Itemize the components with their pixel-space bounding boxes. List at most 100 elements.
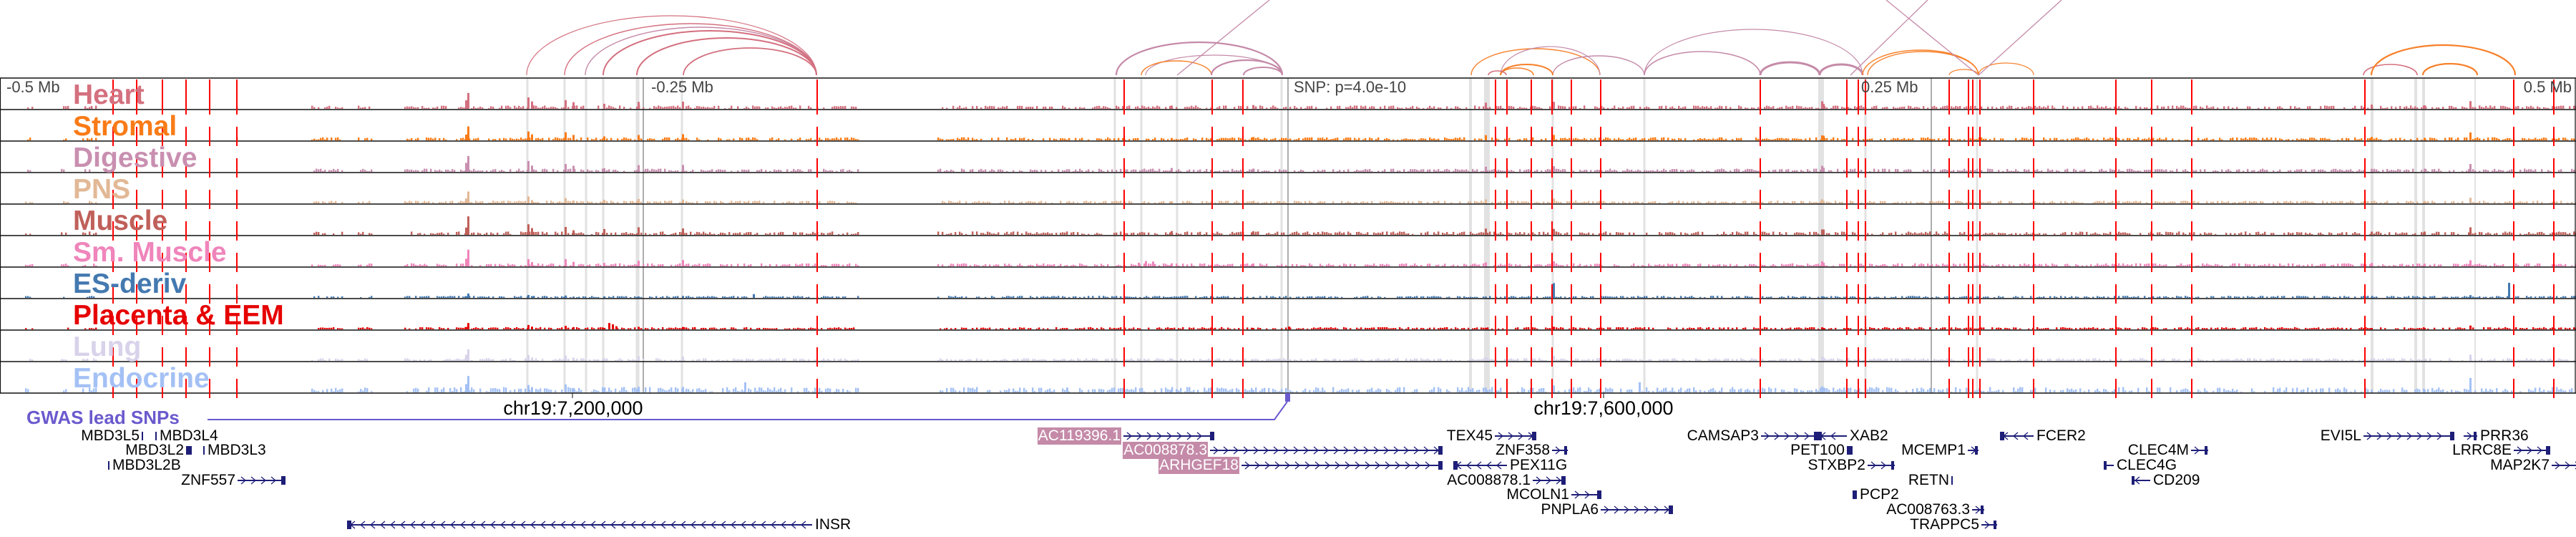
signal-bar bbox=[1869, 200, 1871, 203]
signal-bar bbox=[2509, 231, 2511, 235]
signal-bar bbox=[1895, 138, 1897, 140]
signal-bar bbox=[655, 201, 658, 203]
signal-bar bbox=[606, 107, 608, 109]
signal-bar bbox=[1438, 107, 1440, 109]
signal-bar bbox=[2090, 105, 2092, 109]
signal-bar bbox=[1139, 232, 1141, 235]
signal-bar bbox=[1751, 296, 1753, 298]
signal-bar bbox=[1545, 265, 1547, 266]
signal-bar bbox=[460, 327, 462, 329]
signal-bar bbox=[2361, 138, 2363, 140]
signal-bar bbox=[1047, 264, 1049, 266]
signal-bar bbox=[1622, 170, 1624, 172]
signal-bar bbox=[552, 201, 555, 203]
signal-bar bbox=[2097, 296, 2099, 298]
signal-bar bbox=[1787, 107, 1790, 109]
signal-bar bbox=[1809, 170, 1811, 172]
signal-bar bbox=[2028, 233, 2030, 235]
signal-bar bbox=[1109, 138, 1111, 140]
signal-bar bbox=[2412, 296, 2414, 298]
signal-bar bbox=[2105, 263, 2107, 266]
signal-bar bbox=[2320, 106, 2322, 109]
signal-bar bbox=[1745, 265, 1747, 266]
signal-bar bbox=[1038, 327, 1040, 329]
signal-bar bbox=[778, 138, 780, 140]
signal-bar bbox=[722, 264, 724, 266]
signal-bar bbox=[561, 231, 563, 235]
signal-bar bbox=[718, 169, 720, 172]
signal-bar bbox=[1373, 263, 1375, 266]
signal-bar bbox=[2539, 296, 2541, 298]
signal-bar bbox=[1729, 107, 1732, 109]
signal-bar bbox=[316, 201, 318, 203]
signal-bar bbox=[670, 106, 673, 109]
signal-bar bbox=[2277, 170, 2279, 172]
signal-bar bbox=[2041, 107, 2043, 109]
signal-bar bbox=[597, 170, 600, 172]
signal-bar bbox=[570, 201, 572, 203]
signal-bar bbox=[369, 106, 371, 109]
signal-bar bbox=[574, 105, 576, 109]
signal-bar bbox=[829, 139, 831, 140]
signal-bar bbox=[989, 232, 991, 235]
signal-bar bbox=[1277, 231, 1279, 235]
signal-peak bbox=[603, 296, 605, 298]
signal-bar bbox=[542, 231, 544, 235]
signal-bar bbox=[1714, 200, 1717, 203]
signal-bar bbox=[1515, 232, 1517, 235]
signal-bar bbox=[621, 296, 623, 298]
signal-bar bbox=[985, 105, 987, 109]
signal-bar bbox=[1367, 296, 1369, 298]
signal-bar bbox=[2468, 263, 2470, 266]
signal-bar bbox=[25, 233, 27, 235]
signal-bar bbox=[660, 106, 662, 109]
signal-peak bbox=[1821, 296, 1823, 298]
signal-bar bbox=[2043, 201, 2045, 203]
signal-bar bbox=[1380, 296, 1382, 298]
signal-bar bbox=[2253, 137, 2255, 140]
signal-bar bbox=[1420, 264, 1423, 266]
signal-bar bbox=[634, 327, 636, 329]
signal-bar bbox=[335, 264, 337, 266]
signal-bar bbox=[1873, 296, 1875, 298]
signal-bar bbox=[1987, 107, 1989, 109]
signal-bar bbox=[2163, 106, 2165, 109]
signal-bar bbox=[1946, 170, 1948, 172]
signal-bar bbox=[2180, 263, 2182, 266]
signal-bar bbox=[2560, 169, 2562, 172]
signal-bar bbox=[2303, 265, 2305, 266]
signal-bar bbox=[1191, 232, 1193, 235]
signal-bar bbox=[2146, 107, 2148, 109]
signal-bar bbox=[585, 296, 587, 298]
signal-bar bbox=[580, 263, 582, 266]
signal-bar bbox=[1407, 201, 1410, 203]
signal-bar bbox=[1193, 169, 1195, 172]
signal-bar bbox=[959, 105, 961, 109]
signal-bar bbox=[1994, 233, 1996, 235]
signal-bar bbox=[2034, 105, 2036, 109]
signal-bar bbox=[2290, 105, 2292, 109]
signal-bar bbox=[1828, 233, 1830, 235]
signal-bar bbox=[1794, 233, 1796, 235]
signal-bar bbox=[1433, 200, 1435, 203]
signal-bar bbox=[1762, 138, 1764, 140]
signal-bar bbox=[707, 170, 709, 172]
signal-bar bbox=[324, 327, 326, 329]
signal-bar bbox=[1060, 263, 1062, 266]
signal-bar bbox=[2395, 232, 2397, 235]
signal-bar bbox=[1304, 232, 1307, 235]
signal-bar bbox=[1088, 202, 1090, 203]
interaction-arc bbox=[526, 15, 817, 76]
signal-bar bbox=[1858, 170, 1860, 172]
signal-peak bbox=[1171, 296, 1173, 298]
signal-bar bbox=[2378, 170, 2380, 172]
signal-peak bbox=[682, 101, 684, 109]
signal-bar bbox=[1732, 296, 1734, 298]
signal-bar bbox=[413, 263, 415, 266]
signal-bar bbox=[1850, 264, 1852, 266]
signal-bar bbox=[477, 202, 479, 203]
signal-bar bbox=[823, 233, 825, 235]
signal-bar bbox=[1064, 296, 1066, 298]
signal-bar bbox=[2487, 232, 2489, 235]
signal-bar bbox=[1970, 105, 1972, 109]
